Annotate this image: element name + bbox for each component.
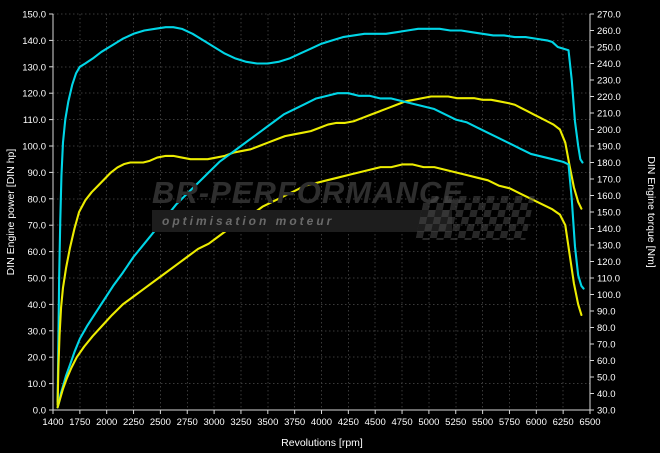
x-axis-tick-label: 5500 [472, 417, 493, 428]
chart-curves [56, 26, 585, 409]
left-axis-tick-label: 0.0 [33, 406, 46, 417]
right-axis-tick-label: 150.0 [597, 208, 621, 219]
right-axis-tick-label: 190.0 [597, 142, 621, 153]
left-axis-tick-label: 80.0 [28, 194, 47, 205]
chart-tick-marks [49, 13, 594, 414]
right-axis-tick-label: 80.0 [597, 323, 616, 334]
right-axis-tick-label: 200.0 [597, 125, 621, 136]
left-axis-tick-label: 10.0 [28, 379, 47, 390]
chart-axes [52, 14, 591, 411]
x-axis-tick-label: 5250 [445, 417, 466, 428]
right-axis-tick-label: 270.0 [597, 10, 621, 21]
right-axis-tick-labels: 30.0 40.0 50.0 60.0 70.0 80.0 90.0 100.0 110.0 12… [597, 10, 621, 417]
left-axis-tick-label: 20.0 [28, 353, 47, 364]
series-line-engine-torque-tuned [56, 26, 584, 403]
x-axis-tick-label: 2500 [150, 417, 171, 428]
right-axis-tick-label: 180.0 [597, 158, 621, 169]
left-axis-tick-label: 140.0 [22, 36, 46, 47]
x-axis-tick-labels: 1400 1750 2000 2250 2500 2750 3000 3250 3500 3750… [42, 417, 600, 428]
left-axis-tick-label: 120.0 [22, 89, 46, 100]
right-axis-tick-label: 110.0 [597, 274, 620, 285]
right-axis-tick-label: 210.0 [597, 109, 621, 120]
x-axis-tick-label: 3250 [230, 417, 251, 428]
x-axis-tick-label: 2750 [177, 417, 198, 428]
x-axis-tick-label: 2250 [123, 417, 144, 428]
left-axis-tick-label: 50.0 [28, 274, 47, 285]
chart-gridlines [52, 13, 590, 410]
right-axis-tick-label: 100.0 [597, 290, 621, 301]
right-axis-tick-label: 90.0 [597, 307, 616, 318]
left-axis-tick-label: 100.0 [22, 142, 46, 153]
left-axis-tick-label: 90.0 [28, 168, 47, 179]
right-axis-tick-label: 240.0 [597, 59, 621, 70]
right-axis-tick-label: 30.0 [597, 406, 616, 417]
series-line-engine-torque-stock [56, 95, 583, 407]
right-axis-tick-label: 230.0 [597, 76, 621, 87]
left-axis-tick-label: 60.0 [28, 247, 47, 258]
x-axis-tick-label: 6250 [553, 417, 574, 428]
x-axis-tick-label: 5750 [499, 417, 520, 428]
right-axis-tick-label: 130.0 [597, 241, 621, 252]
x-axis-tick-label: 3750 [284, 417, 305, 428]
x-axis-tick-label: 4500 [365, 417, 386, 428]
x-axis-tick-label: 6500 [579, 417, 600, 428]
left-axis-tick-labels: 0.0 10.0 20.0 30.0 40.0 50.0 60.0 70.0 80.0 90.0 1… [22, 10, 46, 417]
x-axis-tick-label: 3500 [257, 417, 278, 428]
x-axis-tick-label: 2000 [96, 417, 117, 428]
left-axis-tick-label: 40.0 [28, 300, 47, 311]
x-axis-tick-label: 4250 [338, 417, 359, 428]
x-axis-tick-label: 6000 [526, 417, 547, 428]
x-axis-tick-label: 1750 [69, 417, 90, 428]
right-axis-tick-label: 140.0 [597, 224, 621, 235]
right-axis-title: DIN Engine torque [Nm] [645, 156, 657, 268]
series-line-engine-power-stock [56, 163, 583, 409]
x-axis-title: Revolutions [rpm] [281, 437, 363, 449]
right-axis-tick-label: 50.0 [597, 373, 616, 384]
right-axis-tick-label: 250.0 [597, 43, 621, 54]
right-axis-tick-label: 40.0 [597, 389, 616, 400]
x-axis-tick-label: 1400 [42, 417, 63, 428]
left-axis-tick-label: 150.0 [22, 10, 46, 21]
left-axis-tick-label: 130.0 [22, 62, 46, 73]
x-axis-tick-label: 5000 [418, 417, 439, 428]
left-axis-tick-label: 30.0 [28, 326, 47, 337]
right-axis-tick-label: 70.0 [597, 340, 616, 351]
x-axis-tick-label: 3000 [204, 417, 225, 428]
right-axis-tick-label: 220.0 [597, 92, 621, 103]
left-axis-tick-label: 70.0 [28, 221, 47, 232]
left-axis-title: DIN Engine power [DIN hp] [5, 149, 17, 276]
right-axis-tick-label: 260.0 [597, 26, 621, 37]
right-axis-tick-label: 60.0 [597, 356, 616, 367]
right-axis-tick-label: 160.0 [597, 191, 621, 202]
right-axis-tick-label: 120.0 [597, 257, 621, 268]
x-axis-tick-label: 4000 [311, 417, 332, 428]
x-axis-tick-label: 4750 [391, 417, 412, 428]
series-line-engine-power-tuned [56, 92, 585, 409]
left-axis-tick-label: 110.0 [23, 115, 46, 126]
right-axis-tick-label: 170.0 [597, 175, 621, 186]
